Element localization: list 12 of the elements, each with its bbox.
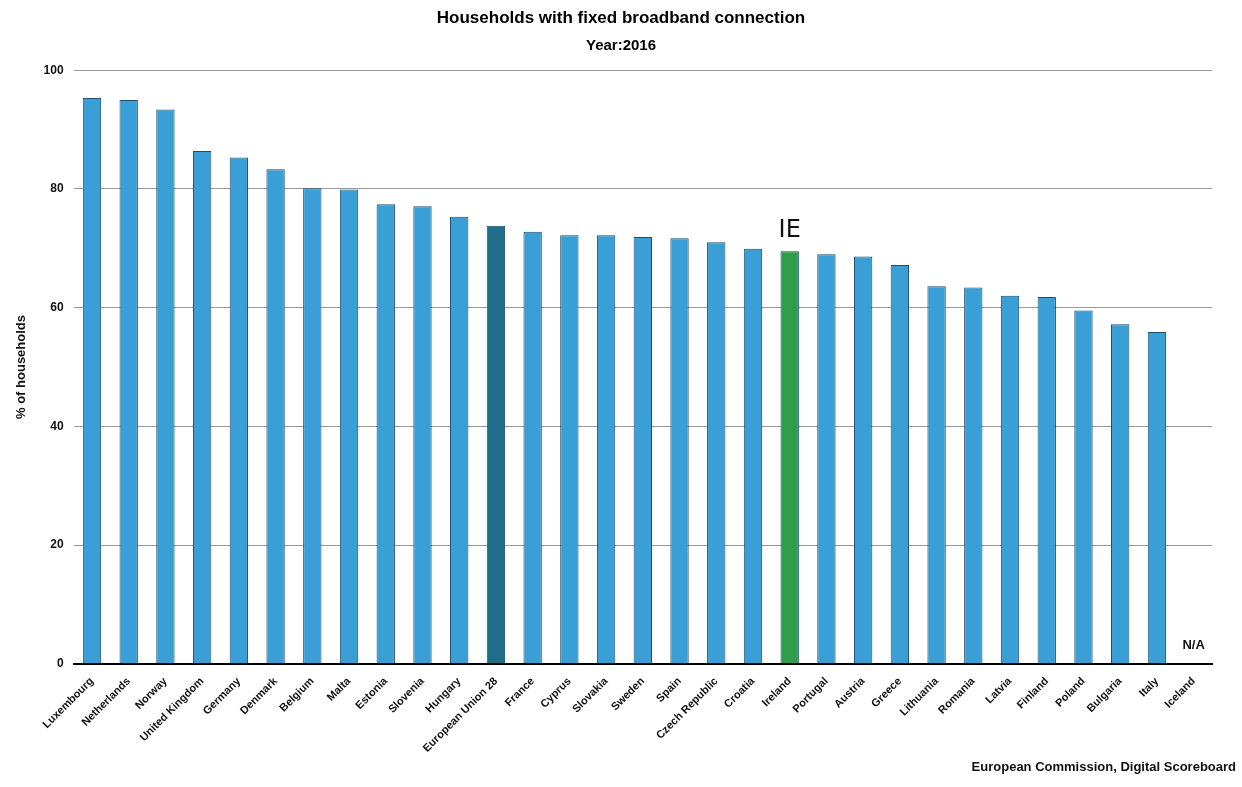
y-tick-label: 40: [50, 418, 64, 433]
text: European Commission, Digital Scoreboard: [971, 759, 1237, 775]
y-tick-label: 100: [43, 62, 64, 77]
annotation: IE: [778, 215, 801, 244]
annotation: N/A: [1182, 636, 1206, 652]
chart-title: Households with fixed broadband connection: [435, 8, 807, 28]
y-tick-label: 20: [50, 537, 64, 552]
y-tick-label: 0: [56, 656, 64, 671]
chart-subtitle: Year:2016: [584, 36, 658, 53]
y-tick-label: 60: [50, 299, 64, 314]
y-tick-label: 80: [50, 181, 64, 196]
y-axis-title: % of households: [13, 314, 29, 419]
